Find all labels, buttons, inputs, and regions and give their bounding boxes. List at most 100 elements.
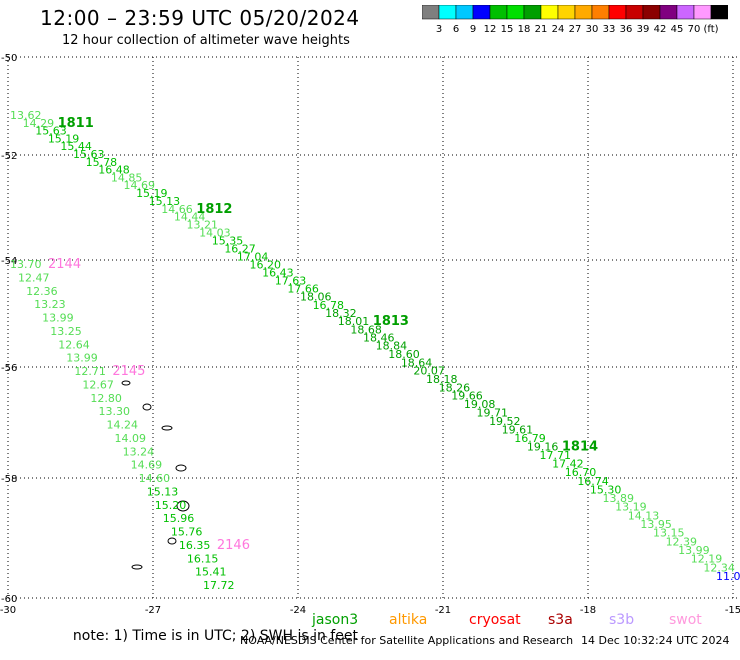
- footnote: note: 1) Time is in UTC; 2) SWH is in fe…: [64, 612, 702, 660]
- swh-value: 16.15: [187, 552, 219, 565]
- satellite-label-cryosat: cryosat: [469, 612, 521, 628]
- swh-value: 17.04: [237, 250, 269, 263]
- scale-label: 15: [501, 24, 514, 35]
- island-outline: [175, 464, 187, 472]
- satellite-label-swot: swot: [669, 612, 702, 628]
- wave-height-color-scale: 3 6 9 12 15 18 21 24 27 30 33 36 39 42 45 70 (ft): [422, 5, 728, 35]
- lon-label: -27: [145, 605, 161, 616]
- swh-value: 18.68: [350, 323, 382, 336]
- scale-label: 6: [453, 24, 459, 35]
- swh-value: 19.08: [464, 398, 496, 411]
- swh-value: 19.52: [489, 415, 520, 428]
- swh-value: 11.09: [716, 570, 740, 583]
- swh-value: 14.24: [107, 419, 139, 432]
- scale-label: 42: [654, 24, 667, 35]
- swh-value: 18.60: [388, 348, 420, 361]
- swh-value: 12.64: [58, 338, 90, 351]
- swh-value: 18.64: [401, 356, 433, 369]
- swh-value: 13.23: [34, 298, 66, 311]
- swh-value: 15.13: [147, 485, 179, 498]
- swh-value: 17.72: [203, 579, 235, 592]
- swh-value: 18.32: [325, 307, 357, 320]
- swh-value: 18.18: [426, 373, 458, 386]
- swh-value: 19.66: [451, 390, 483, 403]
- satellite-label-s3b: s3b: [609, 612, 635, 628]
- satellite-label-jason3: jason3: [312, 612, 359, 628]
- swh-value: 13.99: [678, 544, 710, 557]
- swh-value: 18.01: [338, 315, 370, 328]
- swh-value: 13.89: [603, 492, 635, 505]
- swh-value: 18.46: [363, 332, 395, 345]
- swh-value: 15.78: [86, 156, 118, 169]
- lat-label: -50: [1, 53, 17, 64]
- scale-label: 24: [552, 24, 565, 35]
- map-title: 12:00 – 23:59 UTC 05/20/2024: [40, 6, 360, 30]
- swh-value: 13.24: [123, 445, 155, 458]
- track-time-label: 2146: [217, 538, 250, 553]
- island-outline: [161, 425, 173, 431]
- island-outline: [121, 380, 131, 386]
- swh-value: 19.16: [527, 441, 559, 454]
- scale-label: 39: [637, 24, 650, 35]
- swh-value: 15.13: [149, 195, 181, 208]
- swh-value: 18.26: [439, 381, 471, 394]
- swh-value: 12.80: [90, 392, 122, 405]
- track-time-label: 1812: [196, 202, 232, 217]
- swh-value: 15.19: [136, 187, 168, 200]
- scale-label: 21: [535, 24, 548, 35]
- swh-value: 12.34: [703, 561, 735, 574]
- lon-label: -18: [580, 605, 596, 616]
- swh-value: 15.30: [590, 483, 622, 496]
- track-time-label: 2144: [48, 257, 81, 272]
- swh-value: 15.19: [48, 132, 79, 145]
- swh-value: 14.85: [111, 171, 143, 184]
- swh-value: 14.69: [131, 459, 163, 472]
- swh-value: 15.63: [35, 125, 67, 138]
- scale-label: 18: [518, 24, 531, 35]
- swh-value: 15.63: [73, 148, 105, 161]
- swh-value: 14.29: [23, 117, 55, 130]
- swh-value: 16.20: [250, 258, 281, 271]
- swh-value: 17.42: [552, 458, 584, 471]
- swh-value: 12.67: [82, 378, 114, 391]
- swh-value: 14.69: [123, 179, 155, 192]
- swh-value: 16.78: [313, 299, 345, 312]
- credit-line: NOAA/NESDIS Center for Satellite Applica…: [240, 634, 574, 647]
- swh-value: 13.25: [50, 325, 81, 338]
- island-outline: [176, 500, 190, 512]
- swh-value: 17.63: [275, 274, 307, 287]
- scale-label: 3: [436, 24, 442, 35]
- lat-label: -56: [1, 363, 17, 374]
- swh-value: 15.20: [155, 499, 187, 512]
- swh-value: 16.74: [577, 475, 609, 488]
- lon-label: -15: [725, 605, 740, 616]
- island-outline: [167, 537, 177, 545]
- scale-label: 33: [603, 24, 616, 35]
- swh-value: 14.60: [139, 472, 171, 485]
- swh-value: 16.27: [224, 242, 256, 255]
- island-outline: [142, 403, 152, 411]
- swh-value: 15.41: [195, 566, 227, 579]
- scale-swatch: [710, 5, 728, 20]
- swh-value: 14.66: [161, 203, 193, 216]
- swh-value: 20.07: [413, 365, 445, 378]
- scale-label: (ft): [703, 24, 718, 35]
- scale-label: 12: [484, 24, 497, 35]
- swh-value: 14.09: [115, 432, 146, 445]
- swh-value: 15.76: [171, 526, 203, 539]
- swh-value: 13.95: [640, 518, 672, 531]
- satellite-label-s3a: s3a: [548, 612, 573, 628]
- track-time-label: 2145: [112, 364, 145, 379]
- swh-value: 14.44: [174, 211, 206, 224]
- swh-value: 18.06: [300, 291, 332, 304]
- swh-value: 13.30: [98, 405, 130, 418]
- map-subtitle: 12 hour collection of altimeter wave hei…: [62, 33, 350, 48]
- swh-value: 16.48: [98, 164, 130, 177]
- swh-value: 13.21: [187, 219, 219, 232]
- swh-value: 13.19: [615, 501, 647, 514]
- swh-value: 14.03: [199, 227, 231, 240]
- swh-value: 16.43: [262, 266, 294, 279]
- scale-label: 36: [620, 24, 633, 35]
- swh-value: 12.71: [74, 365, 106, 378]
